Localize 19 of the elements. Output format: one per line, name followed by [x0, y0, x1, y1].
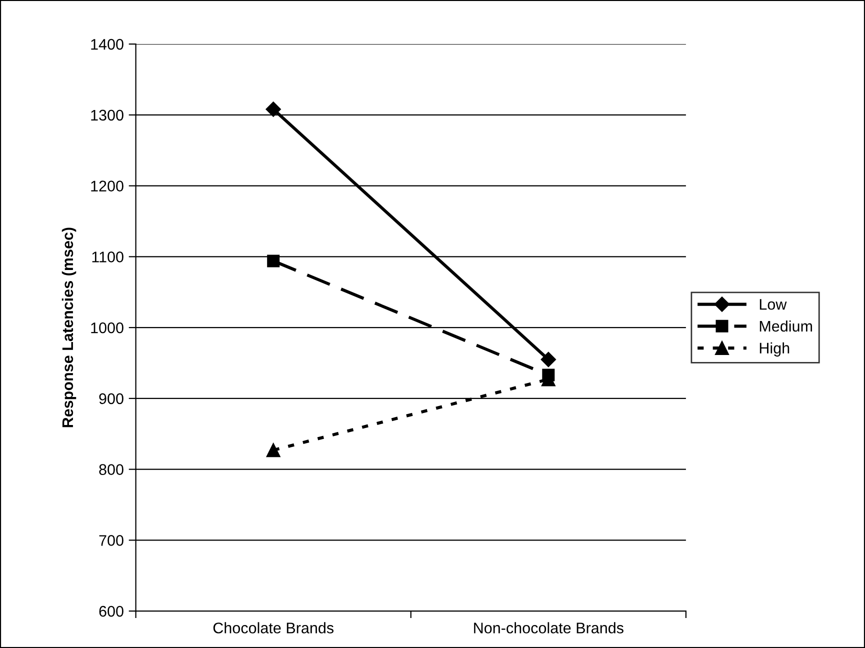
y-tick-label: 1100 [92, 252, 124, 262]
y-tick-label: 1200 [91, 180, 124, 192]
y-tick-label: 900 [99, 393, 124, 404]
x-tick-label: Chocolate Brands [213, 622, 334, 634]
y-tick-label: 600 [99, 606, 124, 617]
point [266, 443, 280, 458]
y-tick-label: 1000 [91, 322, 124, 334]
y-tick-label: 1400 [91, 38, 124, 50]
point [266, 102, 281, 117]
point [267, 254, 280, 268]
legend-label: Low [760, 299, 787, 310]
y-tick-label: 1300 [91, 110, 124, 121]
y-tick-label: 700 [99, 535, 124, 546]
x-tick-label: Non-chocolate Brands [474, 622, 624, 634]
legend-label: High [760, 342, 790, 357]
y-axis-title: Response Latencies (msec) [62, 228, 76, 428]
legend-label: Medium [760, 320, 812, 332]
y-tick-label: 800 [99, 464, 124, 475]
point [540, 352, 556, 368]
